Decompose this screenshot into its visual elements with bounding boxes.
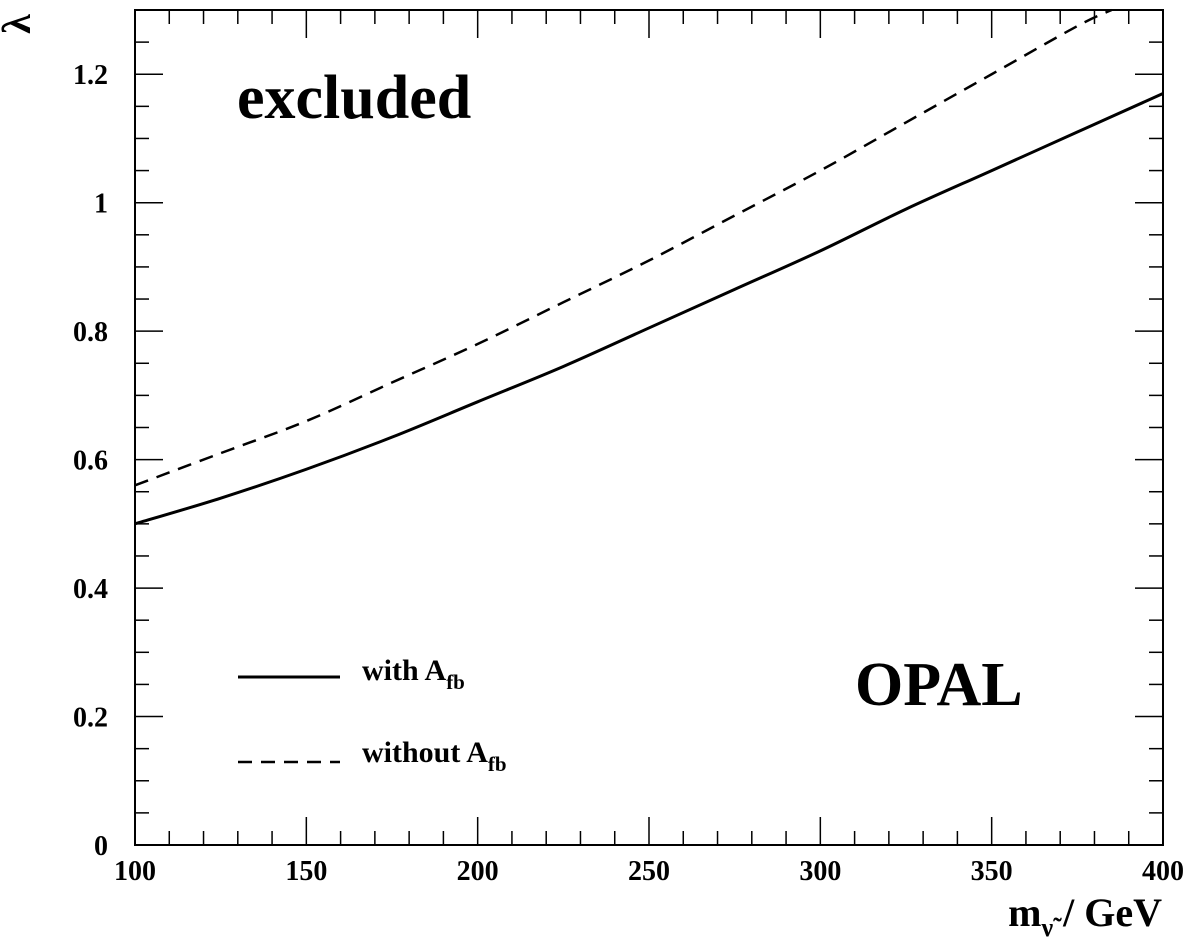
legend-with-afb: with Afb: [362, 654, 465, 694]
y-tick-label: 0.4: [73, 574, 108, 605]
y-tick-labels: 0 0.2 0.4 0.6 0.8 1 1.2: [73, 60, 108, 862]
legend: with Afb without Afb: [238, 654, 507, 776]
y-axis-title: λ: [0, 14, 39, 34]
series-curves: [134, 8, 1164, 526]
x-tick-label: 150: [285, 856, 327, 887]
y-tick-label: 1: [94, 189, 108, 220]
legend-without-afb: without Afb: [362, 736, 507, 776]
y-tick-label: 0.2: [73, 703, 108, 734]
opal-label: OPAL: [855, 651, 1023, 719]
x-tick-label: 200: [457, 856, 499, 887]
y-tick-label: 0.6: [73, 446, 108, 477]
series-without-afb: [134, 8, 1113, 487]
x-tick-label: 100: [114, 856, 156, 887]
x-tick-label: 400: [1142, 856, 1184, 887]
x-axis-title: mν̃ / GeV: [1008, 890, 1162, 942]
series-with-afb: [134, 92, 1164, 526]
y-tick-label: 1.2: [73, 60, 108, 91]
y-tick-label: 0: [94, 831, 108, 862]
excluded-label: excluded: [237, 64, 471, 132]
x-tick-label: 300: [799, 856, 841, 887]
x-tick-label: 250: [628, 856, 670, 887]
x-tick-label: 350: [971, 856, 1013, 887]
plot-frame: [134, 9, 1164, 846]
y-tick-label: 0.8: [73, 317, 108, 348]
x-tick-labels: 100 150 200 250 300 350 400: [114, 856, 1184, 887]
